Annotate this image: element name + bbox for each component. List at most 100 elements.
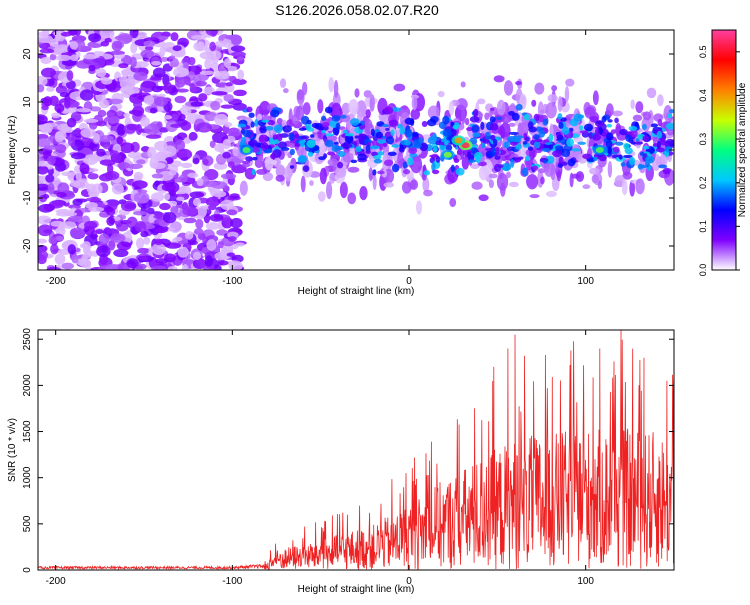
spectrogram-cell xyxy=(598,154,607,162)
spectrogram-cell xyxy=(104,206,114,213)
spectrogram-cell xyxy=(485,147,493,152)
spectrogram-cell xyxy=(607,161,613,178)
spectrogram-cell xyxy=(70,152,86,160)
spectrogram-cell xyxy=(140,230,149,238)
spectrogram-cell xyxy=(289,148,295,156)
spectrogram-cell xyxy=(93,133,100,144)
spectrogram-cell xyxy=(663,105,673,122)
spectrogram-cell xyxy=(59,92,70,98)
spectrogram-cell xyxy=(341,102,351,115)
spectrogram-cell xyxy=(181,264,189,270)
spectrogram-cell xyxy=(629,180,636,197)
spectrogram-cell xyxy=(328,77,335,93)
spectrogram-cell xyxy=(220,104,235,109)
spectrogram-cell xyxy=(38,224,53,237)
colorbar-tick-label: 0.5 xyxy=(698,46,708,59)
spectrogram-cell xyxy=(307,151,314,157)
spectrogram-cell xyxy=(67,244,76,255)
spectrogram-cell xyxy=(488,173,498,179)
spectrogram-cell xyxy=(234,242,245,247)
spectrogram-cell xyxy=(38,238,48,244)
spectrogram-cell xyxy=(241,163,251,168)
spectrogram-cell xyxy=(159,45,166,57)
spectrogram-cell xyxy=(631,129,638,138)
spectrogram-cell xyxy=(668,109,674,114)
spectrogram-cell xyxy=(170,113,179,121)
spectrogram-cell xyxy=(557,113,563,120)
spectrogram-cell xyxy=(595,147,604,153)
spectrogram-cell xyxy=(192,258,207,270)
spectrogram-cell xyxy=(337,161,344,169)
spectrogram-cell xyxy=(79,162,90,175)
spectrogram-cell xyxy=(96,148,106,157)
spectrogram-cell xyxy=(589,115,599,123)
spectrogram-cell xyxy=(318,156,326,161)
spectrogram-cell xyxy=(54,44,71,53)
spectrogram-cell xyxy=(116,241,132,251)
spectrogram-cell xyxy=(283,88,289,94)
colorbar-tick-label: 0.0 xyxy=(698,264,708,277)
spectrogram-cell xyxy=(641,123,647,130)
spectrogram-cell xyxy=(259,125,268,134)
spectrogram-cell xyxy=(612,110,623,117)
spectrogram-cell xyxy=(524,155,531,162)
spectrogram-cell xyxy=(214,251,230,261)
spectrogram-cell xyxy=(577,114,585,119)
spectrogram-cell xyxy=(86,183,96,194)
spectrogram-cell xyxy=(471,181,483,190)
spectrogram-cell xyxy=(461,106,466,125)
spectrogram-y-tick-label: -20 xyxy=(22,238,33,253)
spectrogram-cell xyxy=(143,40,156,48)
spectrogram-cell xyxy=(137,247,150,254)
spectrogram-cell xyxy=(461,156,470,170)
spectrogram-cell xyxy=(248,139,259,149)
spectrogram-cell xyxy=(662,167,671,175)
spectrogram-cell xyxy=(496,116,503,121)
spectrogram-cell xyxy=(542,159,548,164)
spectrogram-cell xyxy=(650,123,659,128)
spectrogram-cell xyxy=(155,258,169,264)
spectrogram-cell xyxy=(607,119,613,123)
spectrogram-cell xyxy=(657,118,663,127)
spectrogram-cell xyxy=(151,173,164,179)
spectrogram-cell xyxy=(508,110,515,116)
spectrogram-cell xyxy=(97,55,106,68)
spectrogram-cell xyxy=(217,241,224,249)
colorbar-tick-label: 0.1 xyxy=(698,220,708,233)
spectrogram-cell xyxy=(101,77,113,85)
colorbar: 0.0 0.1 0.2 0.3 0.4 0.5 Normalized spectral a… xyxy=(698,29,748,277)
spectrogram-cell xyxy=(95,68,107,78)
spectrogram-cell xyxy=(258,134,269,143)
spectrogram-cell xyxy=(199,70,215,75)
spectrogram-cell xyxy=(98,135,114,143)
spectrogram-cell xyxy=(38,215,52,225)
spectrogram-cell xyxy=(411,131,419,137)
spectrogram-cell xyxy=(195,218,204,230)
snr-frame xyxy=(37,329,675,571)
spectrogram-cell xyxy=(226,260,241,266)
spectrogram-cell xyxy=(488,151,498,157)
spectrogram-cell xyxy=(214,188,221,194)
spectrogram-y-tick-label: 10 xyxy=(22,96,33,108)
spectrogram-cell xyxy=(500,114,512,124)
spectrogram-cell xyxy=(54,253,66,265)
spectrogram-cell xyxy=(492,138,498,146)
spectrogram-cell xyxy=(333,80,339,98)
spectrogram-cell xyxy=(464,117,470,126)
spectrogram-cell xyxy=(494,155,501,160)
spectrogram-cell xyxy=(38,160,49,167)
spectrogram-cell xyxy=(655,147,666,153)
spectrogram-cell xyxy=(566,137,574,147)
spectrogram-cell xyxy=(188,131,198,141)
spectrogram-cell xyxy=(55,54,72,62)
spectrogram-cell xyxy=(571,148,581,152)
spectrogram-cell xyxy=(495,147,500,156)
spectrogram-y-ticks: -20 -10 0 10 20 xyxy=(22,48,674,253)
spectrogram-cell xyxy=(154,180,161,187)
spectrogram-cell xyxy=(635,138,640,142)
snr-panel: -200 -100 0 100 0 500 1000 1500 2000 2500 Height… xyxy=(7,328,675,595)
spectrogram-cell xyxy=(202,264,215,270)
spectrogram-cell xyxy=(61,262,74,270)
spectrogram-cell xyxy=(470,147,479,154)
spectrogram-cell xyxy=(80,128,96,138)
